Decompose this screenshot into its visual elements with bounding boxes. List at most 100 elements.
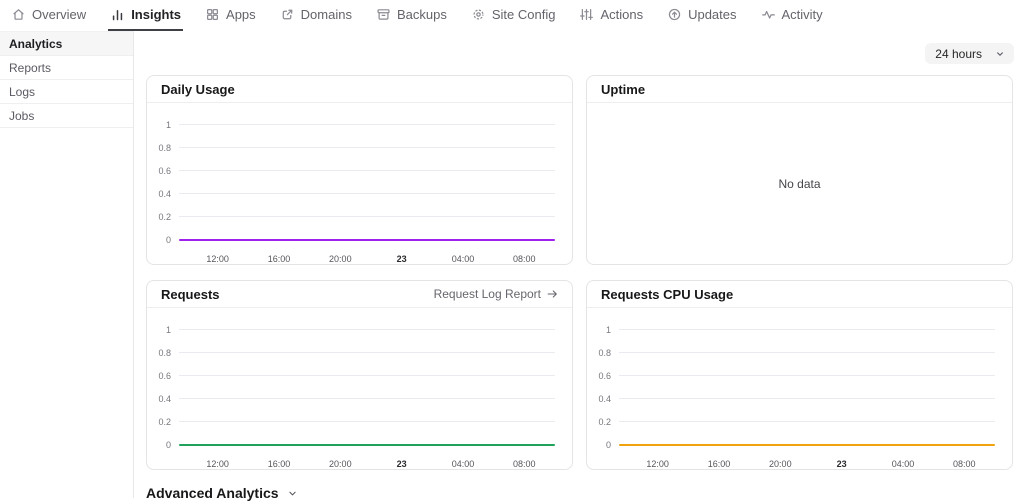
gridline xyxy=(179,216,555,217)
y-tick-label: 0.6 xyxy=(147,371,179,381)
x-tick-label: 12:00 xyxy=(187,459,248,469)
y-tick-label: 0.4 xyxy=(147,189,179,199)
y-tick-label: 0.4 xyxy=(587,394,619,404)
main-content: 24 hours Daily Usage 1 0.8 0.6 0.4 0.2 0 12:00… xyxy=(134,31,1024,498)
panel-title: Uptime xyxy=(601,82,645,97)
x-tick-label: 12:00 xyxy=(627,459,688,469)
y-tick-label: 0 xyxy=(147,440,179,450)
tab-label: Activity xyxy=(782,7,823,22)
y-tick-label: 0.2 xyxy=(587,417,619,427)
tab-overview[interactable]: Overview xyxy=(9,0,88,31)
gridline xyxy=(179,124,555,125)
tab-activity[interactable]: Activity xyxy=(759,0,825,31)
grid-icon xyxy=(205,7,220,22)
x-tick-label: 23 xyxy=(371,459,432,469)
panel-header: Daily Usage xyxy=(147,76,572,103)
tab-label: Site Config xyxy=(492,7,556,22)
sliders-icon xyxy=(579,7,594,22)
gridline xyxy=(179,147,555,148)
tab-domains[interactable]: Domains xyxy=(278,0,354,31)
x-tick-label: 16:00 xyxy=(248,254,309,264)
gridline xyxy=(619,398,995,399)
time-range-value: 24 hours xyxy=(935,47,982,61)
link-label: Request Log Report xyxy=(434,287,541,301)
y-tick-label: 0.8 xyxy=(147,348,179,358)
tab-label: Updates xyxy=(688,7,736,22)
gridline xyxy=(179,170,555,171)
x-tick-label: 20:00 xyxy=(750,459,811,469)
tab-actions[interactable]: Actions xyxy=(577,0,645,31)
external-link-icon xyxy=(280,7,295,22)
tab-apps[interactable]: Apps xyxy=(203,0,258,31)
x-tick-label: 16:00 xyxy=(688,459,749,469)
sidebar-item-analytics[interactable]: Analytics xyxy=(0,32,133,56)
no-data-message: No data xyxy=(778,177,820,191)
sidebar-item-label: Analytics xyxy=(9,37,62,51)
gridline xyxy=(179,375,555,376)
y-tick-label: 0.2 xyxy=(147,212,179,222)
x-tick-label: 20:00 xyxy=(310,254,371,264)
home-icon xyxy=(11,7,26,22)
arrow-right-icon xyxy=(546,288,558,300)
tab-label: Insights xyxy=(131,7,181,22)
pulse-icon xyxy=(761,7,776,22)
sidebar-item-label: Jobs xyxy=(9,109,34,123)
x-tick-label: 23 xyxy=(811,459,872,469)
gridline xyxy=(619,352,995,353)
panel-header: Requests CPU Usage xyxy=(587,281,1012,308)
sidebar-item-logs[interactable]: Logs xyxy=(0,80,133,104)
y-tick-label: 0.6 xyxy=(587,371,619,381)
advanced-analytics-toggle[interactable]: Advanced Analytics xyxy=(146,485,298,501)
y-tick-label: 1 xyxy=(587,325,619,335)
gear-icon xyxy=(471,7,486,22)
gridline xyxy=(179,398,555,399)
y-tick-label: 1 xyxy=(147,325,179,335)
chevron-down-icon xyxy=(287,488,298,499)
tab-backups[interactable]: Backups xyxy=(374,0,449,31)
y-tick-label: 0.6 xyxy=(147,166,179,176)
archive-icon xyxy=(376,7,391,22)
x-tick-label: 16:00 xyxy=(248,459,309,469)
advanced-analytics-label: Advanced Analytics xyxy=(146,485,279,501)
y-tick-label: 1 xyxy=(147,120,179,130)
gridline xyxy=(179,352,555,353)
sidebar: Analytics Reports Logs Jobs xyxy=(0,31,134,498)
sidebar-item-label: Reports xyxy=(9,61,51,75)
sidebar-item-reports[interactable]: Reports xyxy=(0,56,133,80)
y-tick-label: 0 xyxy=(587,440,619,450)
panel-title: Daily Usage xyxy=(161,82,235,97)
tab-updates[interactable]: Updates xyxy=(665,0,738,31)
request-log-report-link[interactable]: Request Log Report xyxy=(434,287,558,301)
gridline xyxy=(179,193,555,194)
x-tick-label: 20:00 xyxy=(310,459,371,469)
tab-label: Domains xyxy=(301,7,352,22)
series-line xyxy=(179,444,555,446)
uptime-empty-state: No data xyxy=(587,103,1012,265)
panel-header: Requests Request Log Report xyxy=(147,281,572,308)
x-tick-label: 08:00 xyxy=(934,459,995,469)
y-tick-label: 0.8 xyxy=(587,348,619,358)
gridline xyxy=(179,421,555,422)
sidebar-item-jobs[interactable]: Jobs xyxy=(0,104,133,128)
tab-label: Apps xyxy=(226,7,256,22)
y-tick-label: 0.4 xyxy=(147,394,179,404)
panel-title: Requests CPU Usage xyxy=(601,287,733,302)
time-range-select[interactable]: 24 hours xyxy=(925,43,1014,64)
x-tick-label: 08:00 xyxy=(494,254,555,264)
gridline xyxy=(179,329,555,330)
tab-insights[interactable]: Insights xyxy=(108,0,183,31)
tab-label: Overview xyxy=(32,7,86,22)
tab-site-config[interactable]: Site Config xyxy=(469,0,558,31)
tab-label: Actions xyxy=(600,7,643,22)
series-line xyxy=(619,444,995,446)
x-tick-label: 08:00 xyxy=(494,459,555,469)
top-nav: Overview Insights Apps Domains Backups S… xyxy=(0,0,1024,31)
tab-label: Backups xyxy=(397,7,447,22)
